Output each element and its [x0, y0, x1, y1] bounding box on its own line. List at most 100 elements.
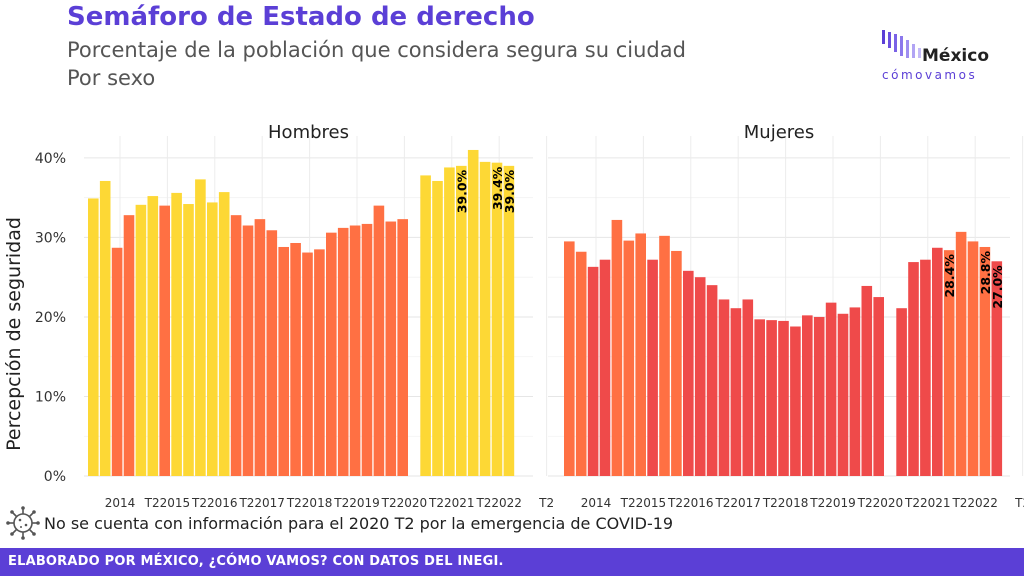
- x-tick-label: T22022: [475, 496, 522, 510]
- bar: [932, 247, 943, 476]
- covid-note: No se cuenta con información para el 202…: [44, 514, 674, 533]
- y-tick-label: 20%: [35, 310, 66, 326]
- bar: [266, 230, 278, 476]
- bar: [195, 179, 206, 476]
- chart-title: Semáforo de Estado de derecho: [67, 2, 535, 32]
- bar: [183, 204, 194, 476]
- x-tick-label: 2014: [105, 496, 136, 510]
- bar: [694, 277, 706, 476]
- bar: [813, 316, 825, 476]
- bar: [147, 196, 159, 477]
- x-tick-label: T22015: [620, 496, 667, 510]
- bar: [254, 219, 266, 476]
- subtitle-line-1: Porcentaje de la población que considera…: [67, 38, 686, 62]
- x-tick-label: T22020: [381, 496, 428, 510]
- x-tick-label: T22018: [762, 496, 809, 510]
- bar: [587, 266, 599, 476]
- bar: [873, 297, 884, 476]
- bar: [361, 223, 373, 476]
- bar: [802, 315, 813, 476]
- subtitle-line-2: Por sexo: [67, 66, 156, 90]
- bar: [230, 215, 242, 476]
- x-tick-label: T22020: [857, 496, 904, 510]
- bar: [491, 162, 503, 476]
- bar: [861, 285, 873, 476]
- x-tick-label: T22021: [904, 496, 951, 510]
- bar: [955, 231, 967, 476]
- x-tick-label: T22015: [144, 496, 191, 510]
- bar: [635, 233, 646, 476]
- x-tick-label: 2014: [581, 496, 612, 510]
- bar: [123, 215, 135, 476]
- bar: [99, 180, 111, 476]
- bar: [790, 326, 801, 476]
- bar: [385, 221, 397, 476]
- bar: [766, 320, 777, 476]
- bar: [683, 270, 694, 476]
- bar: [742, 299, 754, 476]
- x-tick-label: T22019: [333, 496, 380, 510]
- logo-word: México: [922, 46, 989, 66]
- x-tick-label: T22021: [428, 496, 475, 510]
- bar: [467, 149, 479, 476]
- bar: [207, 202, 218, 476]
- bar: [326, 232, 337, 476]
- bar: [171, 192, 182, 476]
- data-label: 39.0%: [502, 169, 517, 213]
- panel-title: Mujeres: [744, 122, 814, 143]
- bar: [397, 219, 408, 476]
- mexico-como-vamos-logo: México cómovamos: [880, 26, 1000, 86]
- bar: [896, 308, 907, 476]
- y-tick-label: 10%: [35, 389, 66, 405]
- bar: [837, 313, 849, 476]
- panel-title: Hombres: [268, 122, 349, 143]
- bar: [979, 246, 991, 476]
- footer-bar: ELABORADO POR MÉXICO, ¿CÓMO VAMOS? CON D…: [0, 548, 1024, 576]
- x-tick-label: T22017: [238, 496, 285, 510]
- bar: [159, 205, 170, 476]
- bar: [575, 251, 587, 476]
- y-tick-label: 40%: [35, 151, 66, 167]
- bar: [659, 235, 670, 476]
- bar: [135, 204, 147, 477]
- bar: [611, 219, 623, 476]
- x-tick-label: T2: [538, 496, 554, 510]
- footer-credit: ELABORADO POR MÉXICO, ¿CÓMO VAMOS? CON D…: [8, 554, 504, 569]
- bar: [849, 307, 861, 476]
- bar: [432, 180, 443, 476]
- bar: [456, 165, 467, 476]
- bar: [111, 247, 123, 476]
- bar: [718, 299, 730, 476]
- bar: [337, 227, 349, 476]
- bar: [564, 241, 575, 476]
- data-label: 39.0%: [454, 169, 469, 213]
- bar: [278, 246, 289, 476]
- x-tick-label: T22016: [667, 496, 714, 510]
- x-tick-label: T22022: [951, 496, 998, 510]
- bar: [825, 302, 837, 476]
- x-tick-label: T22018: [286, 496, 333, 510]
- logo-sub: cómovamos: [882, 68, 978, 82]
- chart-subtitle: Porcentaje de la población que considera…: [67, 36, 686, 92]
- bar: [920, 259, 931, 476]
- bar: [349, 225, 361, 476]
- x-tick-label: T22017: [714, 496, 761, 510]
- bar: [908, 262, 919, 476]
- y-tick-label: 30%: [35, 230, 66, 246]
- y-axis-label: Percepción de seguridad: [3, 217, 25, 451]
- bar: [218, 192, 230, 476]
- x-tick-label: T22019: [809, 496, 856, 510]
- virus-icon: [6, 506, 40, 540]
- bar: [242, 225, 254, 476]
- bar: [967, 241, 979, 476]
- bar: [314, 249, 325, 476]
- bar: [730, 308, 742, 476]
- bar: [599, 259, 611, 476]
- bar: [290, 242, 301, 476]
- x-tick-label: T2: [1014, 496, 1024, 510]
- bar: [671, 250, 682, 476]
- bar: [943, 250, 955, 476]
- bar: [503, 165, 515, 476]
- data-label: 39.4%: [490, 166, 505, 210]
